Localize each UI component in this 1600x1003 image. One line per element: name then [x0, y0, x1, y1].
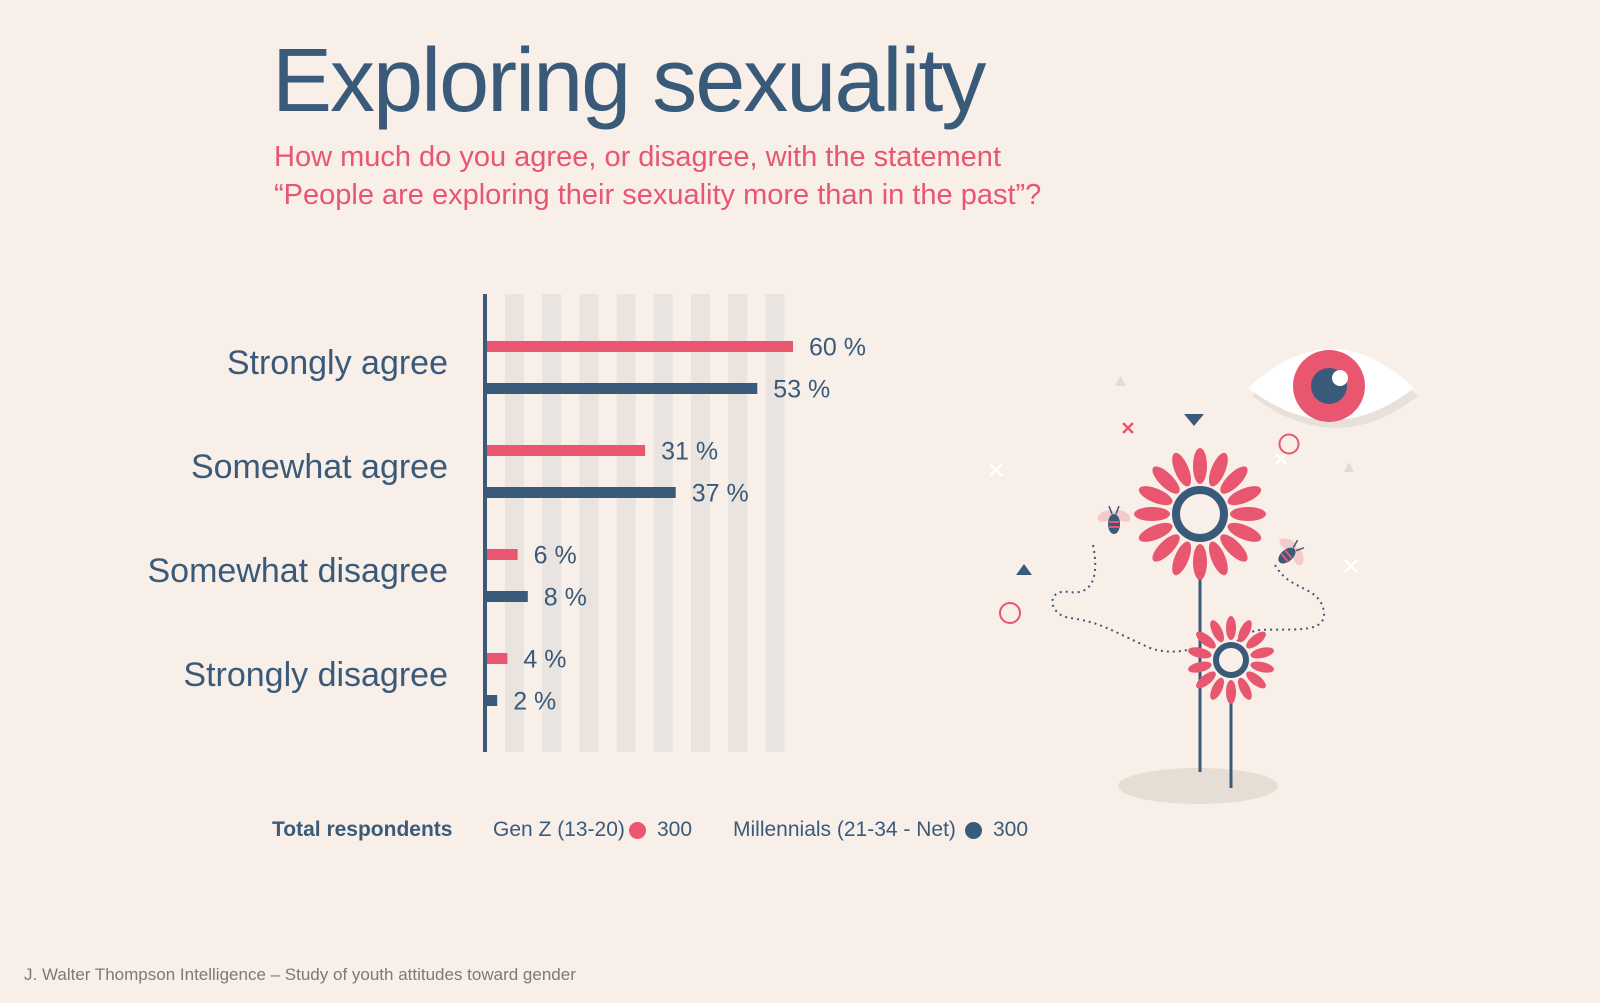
data-label: 2 % — [513, 688, 556, 716]
petal — [1196, 631, 1216, 649]
chart-subtitle: How much do you agree, or disagree, with… — [274, 138, 1041, 214]
petal — [1237, 620, 1252, 643]
petal — [1250, 661, 1274, 673]
grid-bands — [505, 294, 785, 752]
data-label: 31 % — [661, 438, 718, 466]
page-title: Exploring sexuality — [272, 31, 986, 131]
bar-millennials — [487, 383, 758, 394]
petal — [1138, 522, 1173, 542]
flower-icon-small — [1188, 616, 1274, 704]
petal — [1152, 466, 1180, 494]
petal — [1138, 486, 1173, 506]
petal — [1230, 507, 1266, 521]
ring-shape — [999, 602, 1021, 624]
triangle-shape-2 — [1184, 414, 1204, 426]
petal — [1188, 661, 1212, 673]
bee-icon — [1097, 505, 1131, 534]
bee-icon-2 — [1278, 538, 1305, 566]
ring-shape-2 — [1278, 433, 1300, 455]
category-label: Strongly disagree — [183, 656, 448, 694]
bar-genz — [487, 549, 518, 560]
ground-shadow — [1118, 768, 1278, 804]
triangle-shape-4 — [1016, 564, 1032, 575]
legend-title: Total respondents — [272, 818, 453, 841]
legend-genz-dot — [629, 822, 646, 839]
bar-millennials — [487, 591, 528, 602]
category-label: Somewhat agree — [191, 448, 448, 486]
legend-genz-count: 300 — [657, 818, 693, 841]
subtitle-line-1: How much do you agree, or disagree, with… — [274, 141, 1001, 173]
flower-center — [1213, 642, 1249, 678]
source-footer: J. Walter Thompson Intelligence – Study … — [24, 965, 576, 984]
petal — [1208, 541, 1228, 576]
bar-chart: Strongly agree 60 % 53 % Somewhat agree 31 %… — [147, 294, 866, 752]
cross-shape-2 — [990, 463, 1003, 477]
grid-band — [542, 294, 562, 752]
petal — [1193, 448, 1207, 484]
data-label: 60 % — [809, 334, 866, 362]
data-label: 53 % — [773, 376, 830, 404]
petal — [1196, 671, 1216, 689]
petal — [1193, 544, 1207, 580]
grid-band — [765, 294, 785, 752]
eye-icon — [1248, 349, 1418, 428]
legend-millennials-label: Millennials (21-34 - Net) — [733, 818, 956, 841]
petal — [1237, 677, 1252, 700]
grid-band — [616, 294, 636, 752]
category-label: Strongly agree — [227, 344, 448, 382]
bee-trail — [1051, 544, 1201, 653]
labels: Strongly agree 60 % 53 % Somewhat agree 31 %… — [147, 334, 866, 716]
petal — [1250, 647, 1274, 659]
petal — [1208, 452, 1228, 487]
petal — [1172, 541, 1192, 576]
data-label: 37 % — [692, 480, 749, 508]
petal — [1246, 671, 1266, 689]
category-label: Somewhat disagree — [147, 552, 448, 590]
petal — [1227, 522, 1262, 542]
petal — [1220, 466, 1248, 494]
petal — [1226, 616, 1236, 640]
petal — [1188, 647, 1212, 659]
data-label: 4 % — [523, 646, 566, 674]
flower-center — [1172, 486, 1228, 542]
petal — [1226, 680, 1236, 704]
bar-genz — [487, 653, 508, 664]
petal — [1172, 452, 1192, 487]
grid-band — [579, 294, 599, 752]
petal — [1152, 534, 1180, 562]
data-label: 6 % — [534, 542, 577, 570]
legend-millennials-dot — [965, 822, 982, 839]
petal — [1210, 677, 1225, 700]
flower-icon — [1134, 448, 1266, 580]
petal — [1210, 620, 1225, 643]
petal — [1227, 486, 1262, 506]
data-label: 8 % — [544, 584, 587, 612]
triangle-shape — [1115, 376, 1126, 386]
petal — [1220, 534, 1248, 562]
petal — [1134, 507, 1170, 521]
legend-genz-label: Gen Z (13-20) — [493, 818, 625, 841]
bar-genz — [487, 445, 646, 456]
grid-band — [691, 294, 710, 752]
cross-shape — [1122, 422, 1134, 434]
bar-millennials — [487, 487, 676, 498]
subtitle-line-2: “People are exploring their sexuality mo… — [274, 179, 1042, 211]
triangle-shape-3 — [1344, 462, 1354, 472]
cross-shape-4 — [1344, 559, 1358, 573]
grid-band — [653, 294, 673, 752]
cross-shape-3 — [1275, 453, 1287, 465]
grid-band — [728, 294, 748, 752]
bar-genz — [487, 341, 793, 352]
petal — [1246, 631, 1266, 649]
flower-illustration — [990, 349, 1418, 804]
bars — [487, 341, 793, 706]
legend-millennials-count: 300 — [993, 818, 1029, 841]
grid-band — [505, 294, 524, 752]
bar-millennials — [487, 695, 498, 706]
